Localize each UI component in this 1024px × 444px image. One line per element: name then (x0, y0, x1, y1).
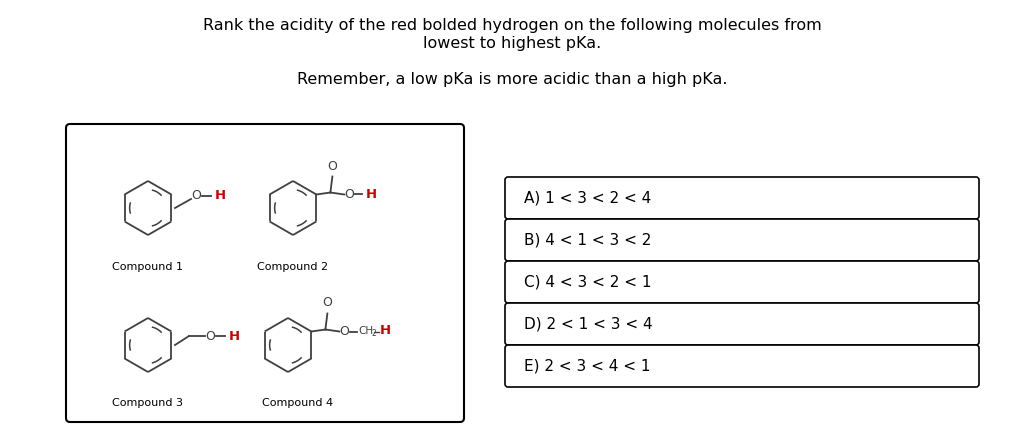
Text: H: H (229, 329, 240, 342)
Text: A) 1 < 3 < 2 < 4: A) 1 < 3 < 2 < 4 (524, 190, 651, 206)
Text: C) 4 < 3 < 2 < 1: C) 4 < 3 < 2 < 1 (524, 274, 651, 289)
Text: Compound 2: Compound 2 (257, 262, 329, 272)
Text: B) 4 < 1 < 3 < 2: B) 4 < 1 < 3 < 2 (524, 233, 651, 247)
Text: 2: 2 (372, 329, 376, 338)
FancyBboxPatch shape (505, 261, 979, 303)
Text: O: O (328, 159, 337, 173)
FancyBboxPatch shape (505, 303, 979, 345)
FancyBboxPatch shape (66, 124, 464, 422)
Text: lowest to highest pKa.: lowest to highest pKa. (423, 36, 601, 51)
FancyBboxPatch shape (505, 177, 979, 219)
Text: CH: CH (358, 325, 374, 336)
Text: O: O (205, 329, 215, 342)
Text: D) 2 < 1 < 3 < 4: D) 2 < 1 < 3 < 4 (524, 317, 652, 332)
Text: Compound 4: Compound 4 (262, 398, 334, 408)
Text: E) 2 < 3 < 4 < 1: E) 2 < 3 < 4 < 1 (524, 358, 650, 373)
Text: O: O (323, 297, 333, 309)
Text: O: O (339, 325, 349, 338)
Text: H: H (379, 324, 390, 337)
FancyBboxPatch shape (505, 219, 979, 261)
Text: H: H (215, 190, 226, 202)
Text: H: H (366, 188, 377, 201)
FancyBboxPatch shape (505, 345, 979, 387)
Text: O: O (191, 190, 201, 202)
Text: Compound 1: Compound 1 (113, 262, 183, 272)
Text: Rank the acidity of the red bolded hydrogen on the following molecules from: Rank the acidity of the red bolded hydro… (203, 18, 821, 33)
Text: O: O (344, 188, 354, 201)
Text: Remember, a low pKa is more acidic than a high pKa.: Remember, a low pKa is more acidic than … (297, 72, 727, 87)
Text: Compound 3: Compound 3 (113, 398, 183, 408)
